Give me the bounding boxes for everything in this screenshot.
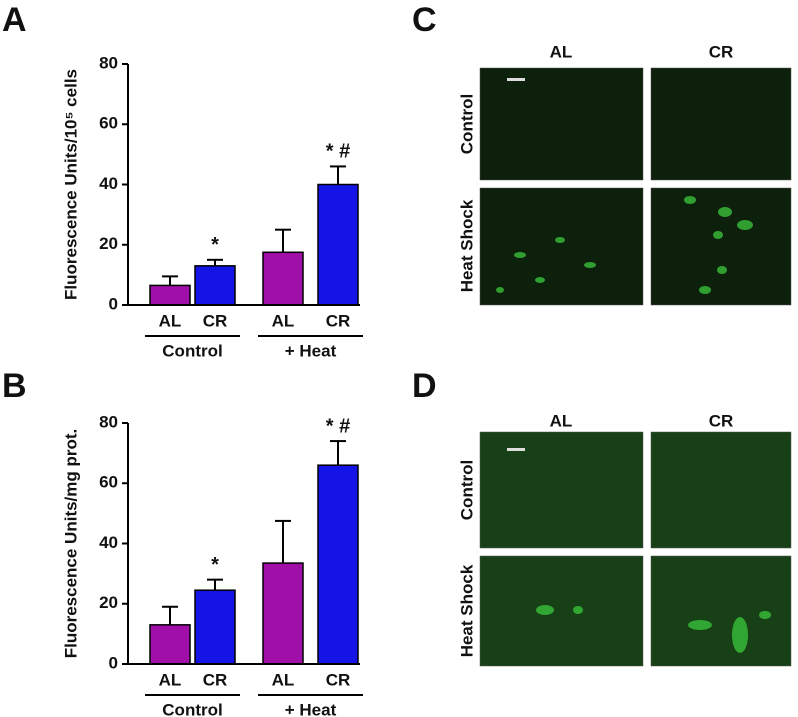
x-tick-label: AL [272, 311, 295, 330]
row-label: Heat Shock [457, 199, 476, 292]
x-tick-label: AL [159, 311, 182, 330]
column-label: CR [709, 411, 734, 430]
x-tick-label: CR [326, 311, 351, 330]
bar [194, 265, 236, 306]
micrographs-d [479, 431, 792, 667]
column-label: AL [550, 411, 573, 430]
row-label: Control [457, 94, 476, 154]
significance-label: * # [326, 415, 350, 437]
x-tick-label: CR [203, 670, 228, 689]
y-tick-label: 20 [99, 234, 118, 253]
bar [262, 562, 304, 665]
y-tick-label: 20 [99, 593, 118, 612]
scale-bar [507, 78, 525, 81]
micrograph [650, 67, 792, 181]
significance-label: * [211, 234, 219, 256]
scale-bar [507, 448, 525, 451]
row-label: Control [457, 460, 476, 520]
x-tick-label: AL [272, 670, 295, 689]
panel-label: B [2, 367, 27, 405]
significance-label: * [211, 554, 219, 576]
micrograph [650, 431, 792, 549]
y-axis-label: Fluorescence Units/mg prot. [61, 429, 80, 659]
group-label: + Heat [285, 341, 337, 360]
y-tick-label: 40 [99, 533, 118, 552]
row-label: Heat Shock [457, 564, 476, 657]
bar [317, 183, 359, 306]
micrograph [650, 187, 792, 306]
micrographs-c [479, 67, 792, 306]
y-tick-label: 60 [99, 114, 118, 133]
panel-label: C [412, 1, 437, 39]
y-tick-label: 0 [109, 294, 118, 313]
bar [149, 624, 191, 665]
bar [149, 284, 191, 306]
micrograph [479, 67, 644, 181]
y-tick-label: 80 [99, 412, 118, 431]
bar [317, 464, 359, 665]
micrograph [650, 555, 792, 667]
cells [536, 605, 771, 653]
group-label: Control [162, 341, 222, 360]
y-axis-label: Fluorescence Units/10⁵ cells [61, 69, 80, 300]
bar [262, 251, 304, 306]
group-label: + Heat [285, 700, 337, 717]
column-label: AL [550, 42, 573, 61]
x-tick-label: CR [326, 670, 351, 689]
cells [496, 196, 753, 294]
panel-label: A [2, 1, 27, 39]
y-tick-label: 0 [109, 653, 118, 672]
y-tick-label: 40 [99, 174, 118, 193]
micrograph [479, 431, 644, 549]
bar [194, 589, 236, 665]
y-tick-label: 80 [99, 53, 118, 72]
micrograph [479, 187, 644, 306]
significance-label: * # [326, 141, 350, 163]
group-label: Control [162, 700, 222, 717]
x-tick-label: CR [203, 311, 228, 330]
x-tick-label: AL [159, 670, 182, 689]
column-label: CR [709, 42, 734, 61]
micrograph [479, 555, 644, 667]
panel-label: D [412, 367, 437, 405]
y-tick-label: 60 [99, 473, 118, 492]
